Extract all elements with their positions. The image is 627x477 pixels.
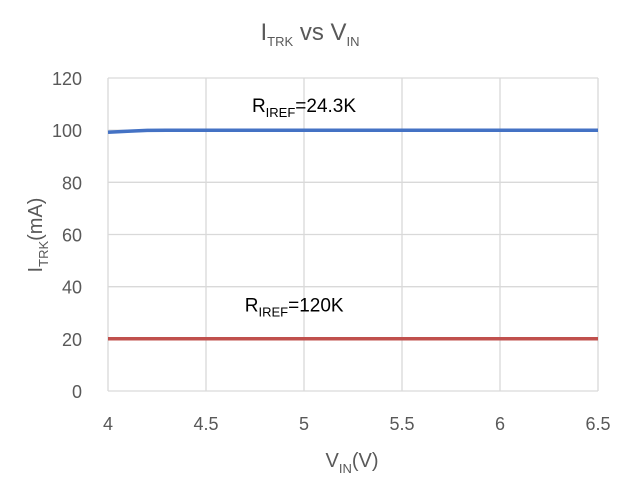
y-axis-label: ITRK(mA) (25, 198, 51, 273)
annotation-riref-24k: RIREF=24.3K (252, 96, 356, 120)
grid (107, 77, 599, 392)
x-tick-label: 5 (299, 414, 309, 434)
series-line-0 (107, 128, 598, 135)
x-tick-label: 4 (103, 414, 113, 434)
y-tick-label: 40 (62, 278, 82, 298)
chart-title: ITRK vs VIN (260, 19, 359, 49)
x-axis-label: VIN(V) (325, 450, 378, 476)
series-lines (107, 128, 598, 341)
y-tick-labels: 0 20 40 60 80 100 120 (52, 69, 82, 402)
x-tick-label: 6 (495, 414, 505, 434)
y-tick-label: 0 (72, 382, 82, 402)
x-tick-labels: 4 4.5 5 5.5 6 6.5 (103, 414, 611, 434)
y-tick-label: 120 (52, 69, 82, 89)
x-tick-label: 6.5 (585, 414, 610, 434)
y-tick-label: 20 (62, 330, 82, 350)
annotation-riref-120k: RIREF=120K (245, 295, 344, 319)
y-tick-label: 60 (62, 226, 82, 246)
x-tick-label: 4.5 (193, 414, 218, 434)
y-tick-label: 100 (52, 121, 82, 141)
y-tick-label: 80 (62, 173, 82, 193)
x-tick-label: 5.5 (389, 414, 414, 434)
